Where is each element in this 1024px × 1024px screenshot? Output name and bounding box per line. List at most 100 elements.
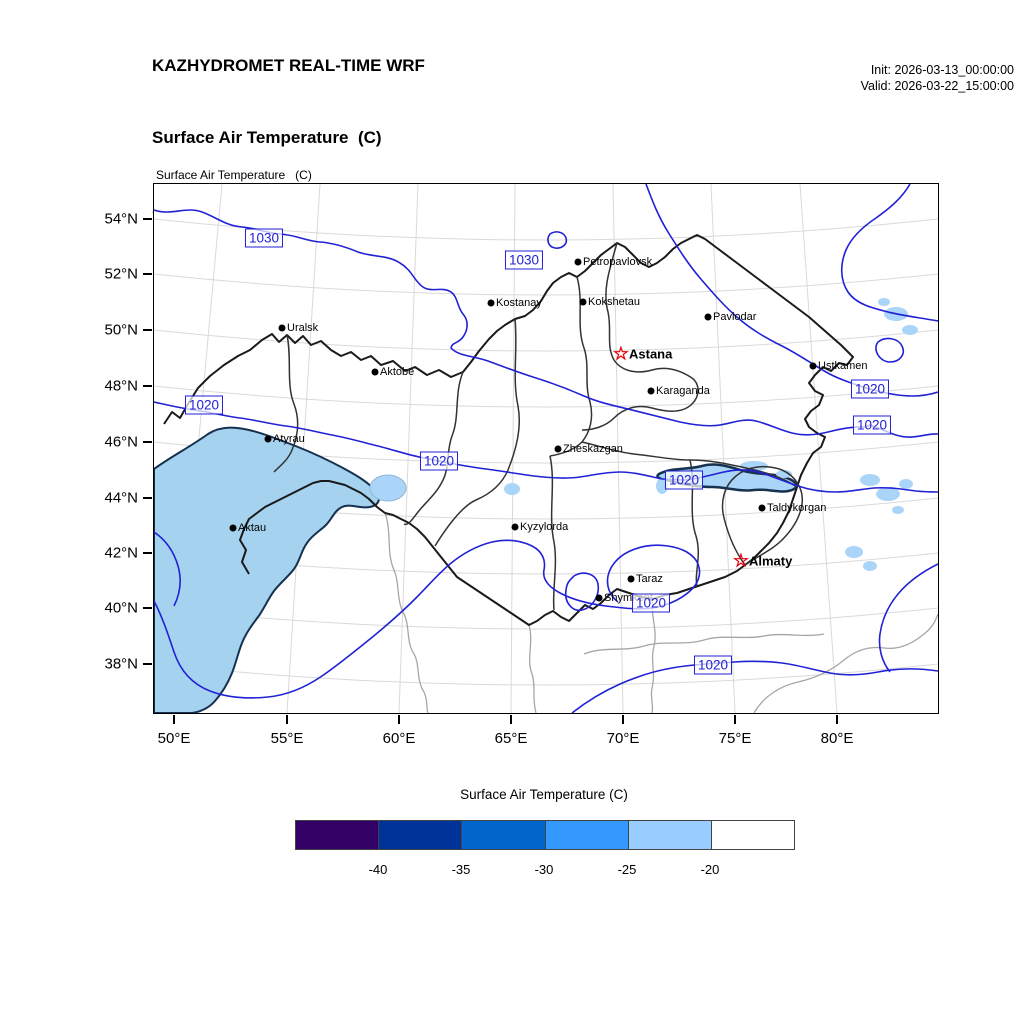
pressure-contour-label: 1020 [631,593,671,613]
city-label: Aktobe [380,366,415,378]
pressure-contour-label: 1020 [852,415,892,435]
y-axis-tick [143,218,152,220]
run-times: Init: 2026-03-13_00:00:00 Valid: 2026-03… [861,62,1014,94]
city-label: Petropavlovsk [583,256,653,268]
x-axis-tick-label: 50°E [157,730,191,747]
city-star-marker: ☆ [732,550,750,571]
x-axis-tick [286,715,288,724]
y-axis-tick-label: 50°N [104,321,138,339]
pressure-contour-label: 1020 [693,655,733,675]
city-label: Kyzylorda [520,521,569,533]
y-axis-tick-label: 46°N [104,433,138,451]
y-axis-tick [143,497,152,499]
city-dot-marker [487,299,495,307]
x-axis-tick [510,715,512,724]
valid-time: Valid: 2026-03-22_15:00:00 [860,79,1014,93]
kazakhstan-border [163,234,854,626]
x-axis-tick [622,715,624,724]
city-dot-marker [704,313,712,321]
city-dot-marker [554,445,562,453]
city-star-marker: ☆ [612,343,630,364]
colorbar-segment [296,821,380,849]
city-dot-marker [229,524,237,532]
city-dot-marker [647,387,655,395]
cold-patches [504,298,918,571]
y-axis-tick-label: 42°N [104,544,138,562]
y-axis-tick-label: 44°N [104,489,138,507]
city-dot-marker [627,575,635,583]
colorbar-segments [295,820,795,850]
city-dot-marker [595,594,603,602]
colorbar-tick-label: -40 [368,862,388,877]
x-axis-tick-label: 80°E [820,730,854,747]
city-dot-marker [574,258,582,266]
colorbar-segment [545,821,629,849]
pressure-contours [154,184,938,713]
x-axis-tick-label: 75°E [718,730,752,747]
city-dot-marker [278,324,286,332]
y-axis-tick-label: 38°N [104,655,138,673]
city-label: Kostanay [496,297,542,309]
x-axis-tick-label: 55°E [270,730,304,747]
city-dot-marker [371,368,379,376]
colorbar-segment [462,821,546,849]
x-axis-tick-label: 60°E [382,730,416,747]
y-axis-tick [143,273,152,275]
city-dot-marker [511,523,519,531]
city-dot-marker [809,362,817,370]
y-axis-tick [143,441,152,443]
city-dot-marker [579,298,587,306]
city-label: Taraz [636,573,663,585]
pressure-contour-label: 1030 [244,228,284,248]
colorbar-tick-label: -35 [451,862,471,877]
city-label: Ustkamen [818,360,868,372]
oblast-borders [273,242,804,611]
city-label: Taldykorgan [767,502,827,514]
colorbar-segment [711,821,795,849]
city-label: Uralsk [287,322,319,334]
x-axis-tick [398,715,400,724]
colorbar-segment [379,821,463,849]
city-label: Atyrau [273,433,305,445]
x-axis-tick-label: 70°E [606,730,640,747]
city-label: Pavlodar [713,311,757,323]
colorbar-tick-label: -20 [700,862,720,877]
pressure-contour-label: 1030 [504,250,544,270]
neighbor-borders [384,512,938,713]
y-axis-tick-label: 52°N [104,265,138,283]
map-panel: 54°N 52°N 50°N 48°N 46°N 44°N 42°N 40°N 38°N 50°E… [104,183,939,747]
city-label: Aktau [238,522,267,534]
title-line-2: Surface Air Temperature (C) [152,128,382,147]
init-time: Init: 2026-03-13_00:00:00 [870,63,1014,77]
x-axis-tick [734,715,736,724]
legend-line-1: Surface Air Temperature (C) [156,168,312,182]
colorbar-segment [628,821,712,849]
y-axis-tick-label: 54°N [104,210,138,228]
aral-sea [369,474,407,502]
city-label: Almaty [749,553,793,569]
y-axis-tick [143,663,152,665]
city-dot-marker [758,504,766,512]
y-axis-tick [143,329,152,331]
x-axis-tick-label: 65°E [494,730,528,747]
y-axis-tick [143,385,152,387]
y-axis-tick-label: 40°N [104,599,138,617]
pressure-contour-label: 1020 [184,395,224,415]
pressure-contour-label: 1020 [419,451,459,471]
colorbar-tick-label: -30 [534,862,554,877]
title-line-1: KAZHYDROMET REAL-TIME WRF [152,56,425,75]
caspian-sea [154,426,380,713]
colorbar-tick-label: -25 [617,862,637,877]
y-axis-tick [143,607,152,609]
x-axis-tick [836,715,838,724]
city-label: Zheskazgan [563,443,623,455]
x-axis-tick [173,715,175,724]
city-label: Kokshetau [588,296,640,308]
pressure-contour-label: 1020 [664,470,704,490]
colorbar-title: Surface Air Temperature (C) [460,787,628,802]
map-canvas [154,184,938,713]
y-axis-tick [143,552,152,554]
city-label: Karaganda [656,385,710,397]
city-label: Astana [629,346,673,362]
